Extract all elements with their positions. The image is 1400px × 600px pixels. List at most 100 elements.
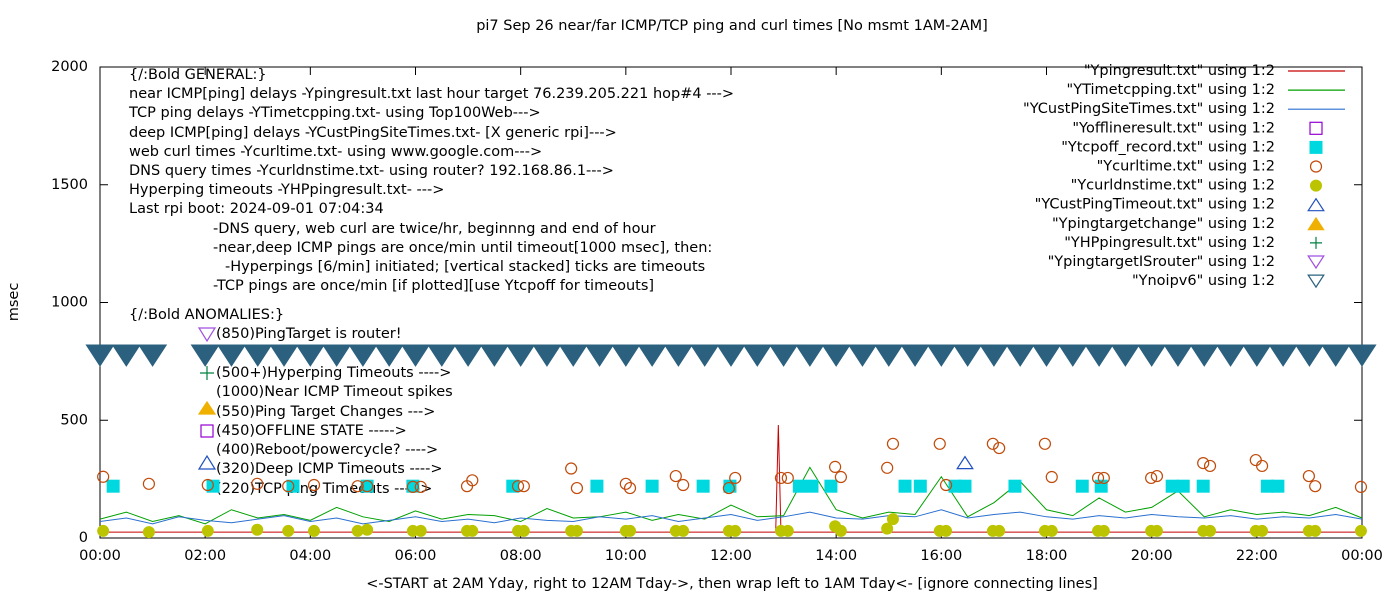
triangle-marker [900,344,930,367]
annotation: -Hyperpings [6/min] initiated; [vertical… [225,259,705,275]
triangle-marker [821,344,851,367]
x-tick-label: 22:00 [1236,548,1278,564]
triangle-marker [1189,344,1219,367]
circle-marker [1097,524,1110,537]
circle-marker [940,524,953,537]
annotation: -TCP pings are once/min [if plotted][use… [213,278,654,294]
circle-marker [729,524,742,537]
circle-marker [97,524,110,537]
series-line [100,424,1362,533]
annotation: deep ICMP[ping] delays -YCustPingSiteTim… [129,125,617,141]
square-marker [1008,479,1022,493]
circle-marker [881,461,894,474]
triangle-marker [479,344,509,367]
circle-marker [97,470,110,483]
square-marker [590,479,604,493]
legend-label: "YHPpingresult.txt" using 1:2 [1064,235,1275,251]
triangle-marker [611,344,641,367]
circle-marker [1097,471,1110,485]
circle-marker [466,524,479,537]
circle-marker [406,480,419,493]
triangle-marker [1215,344,1246,367]
square-marker [696,479,710,493]
triangle-marker [926,344,956,367]
legend-label: "YpingtargetISrouter" using 1:2 [1048,254,1275,270]
circle-marker [466,474,479,487]
triangle-marker [1268,344,1298,367]
triangle-marker [690,344,720,367]
circle-marker [881,522,894,535]
circle-marker [993,441,1006,455]
chart-title: pi7 Sep 26 near/far ICMP/TCP ping and cu… [476,18,988,34]
key-symbol [197,327,217,343]
triangle-marker [85,344,115,367]
circle-marker [1150,524,1163,537]
circle-marker [251,477,264,490]
x-tick-label: 14:00 [815,548,857,564]
circle-marker [307,478,321,492]
circle-marker [282,480,295,493]
triangle-marker [269,344,299,367]
triangle-marker [1294,344,1324,367]
triangle-marker [532,344,562,367]
circle-marker [1249,453,1262,467]
legend-label: "YCustPingTimeout.txt" using 1:2 [1035,197,1275,213]
circle-marker [781,471,794,485]
circle-marker [886,513,899,526]
triangle-marker [138,344,168,367]
circle-marker [1197,457,1210,470]
triangle-marker [295,344,325,367]
legend-label: "Ypingtargetchange" using 1:2 [1052,216,1275,232]
plus-marker [1310,236,1322,249]
triangle-marker [1005,344,1035,367]
key-symbol [197,400,217,415]
y-tick-label: 2000 [51,59,88,75]
circle-marker [1256,524,1269,537]
circle-marker [933,437,946,450]
triangle-marker [716,344,746,367]
circle-marker [570,524,583,537]
square-marker [805,479,819,493]
circle-marker [517,524,530,537]
circle-marker [1204,524,1217,537]
key-symbol [200,424,214,438]
circle-marker [201,524,214,537]
circle-marker [774,471,788,485]
circle-marker [1309,160,1323,173]
circle-marker [361,480,374,493]
circle-marker [1255,459,1269,473]
circle-marker [361,523,374,536]
annotation: {/:Bold ANOMALIES:} [129,307,284,323]
series-line [99,509,1363,525]
square-marker [106,479,120,493]
circle-marker [1309,480,1322,493]
x-tick-label: 18:00 [1026,548,1068,564]
square-marker [645,479,659,493]
circle-marker [993,524,1006,537]
triangle-marker [453,344,483,367]
triangle-marker [1307,197,1325,212]
circle-marker [1150,469,1164,483]
key-note: (320)Deep ICMP Timeouts ----> [216,461,443,477]
legend-label: "Ytcpoff_record.txt" using 1:2 [1061,139,1275,155]
circle-marker [834,524,847,537]
circle-marker [1354,480,1368,493]
triangle-marker [111,344,141,367]
key-symbols [197,327,217,470]
circle-marker [781,524,794,537]
legend-label: "Ycurltime.txt" using 1:2 [1097,159,1275,175]
key-note: (450)OFFLINE STATE -----> [216,423,407,439]
square-marker [958,479,972,493]
square-marker [1165,479,1179,493]
circle-marker [1145,471,1158,485]
legend-label: "Ypingresult.txt" using 1:2 [1084,63,1275,79]
key-note: (400)Reboot/powercycle? ----> [216,442,438,458]
triangle-marker [847,344,878,367]
circle-marker [251,523,264,536]
triangle-marker [1307,255,1325,270]
circle-marker [624,524,637,537]
legend-label: "Ycurldnstime.txt" using 1:2 [1071,178,1275,194]
circle-marker [623,481,637,495]
triangle-marker [584,344,615,367]
